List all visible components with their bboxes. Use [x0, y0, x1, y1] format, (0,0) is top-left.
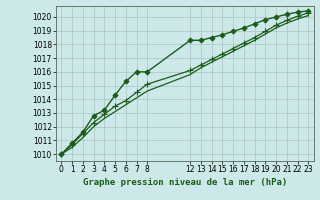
X-axis label: Graphe pression niveau de la mer (hPa): Graphe pression niveau de la mer (hPa)	[83, 178, 287, 187]
